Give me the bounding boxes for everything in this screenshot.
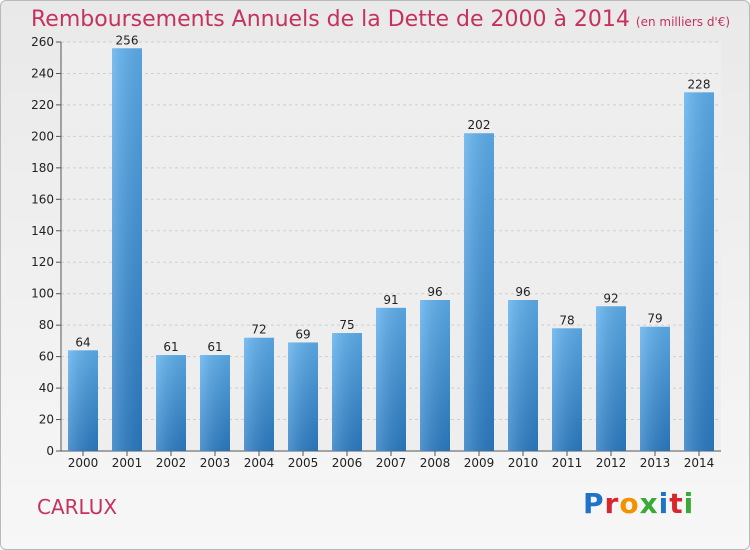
bar-shade-2012 [596, 306, 626, 451]
logo-letter: i [658, 487, 670, 520]
x-tick-label-2013: 2013 [640, 456, 671, 470]
bar-shade-2001 [112, 48, 142, 452]
y-tick-label: 40 [39, 381, 54, 395]
x-tick-label-2005: 2005 [288, 456, 319, 470]
label-layer: 64 256 61 61 72 69 75 91 96 202 96 78 92 79 228 [75, 33, 710, 354]
bar-shade-2002 [156, 355, 186, 451]
data-label-2000: 64 [75, 335, 90, 349]
bar-shade-2003 [200, 355, 230, 451]
x-tick-label-2010: 2010 [508, 456, 539, 470]
x-tick-label-2014: 2014 [684, 456, 715, 470]
bar-shade-2010 [508, 299, 538, 451]
data-label-2009: 202 [468, 118, 491, 132]
data-label-2002: 61 [163, 340, 178, 354]
x-tick-label-2000: 2000 [68, 456, 99, 470]
y-tick-label: 180 [31, 161, 54, 175]
data-label-2010: 96 [515, 285, 530, 299]
y-tick-label: 160 [31, 192, 54, 206]
x-tick-label-2011: 2011 [552, 456, 583, 470]
bar-shade-2006 [332, 333, 362, 451]
logo-letter: t [669, 487, 684, 520]
logo-letter: r [604, 487, 620, 520]
x-tick-label-2002: 2002 [156, 456, 187, 470]
y-tick-label: 220 [31, 98, 54, 112]
x-tick-label-2006: 2006 [332, 456, 363, 470]
bar-shade-2005 [288, 342, 318, 451]
city-name: CARLUX [37, 495, 118, 519]
axis-layer: 0 20 40 60 80 100 120 140 160 180 200 220 240 260 2000… [31, 35, 721, 470]
y-tick-label: 140 [31, 224, 54, 238]
data-label-2006: 75 [339, 318, 354, 332]
chart-subtitle: (en milliers d'€) [635, 15, 731, 29]
y-tick-label: 200 [31, 129, 54, 143]
bar-shade-2013 [640, 326, 670, 451]
y-tick-label: 240 [31, 66, 54, 80]
bar-shade-2009 [464, 133, 494, 451]
y-tick-label: 0 [46, 444, 54, 458]
data-label-2004: 72 [251, 323, 266, 337]
chart-title: Remboursements Annuels de la Dette de 20… [31, 7, 730, 32]
data-label-2005: 69 [295, 327, 310, 341]
data-label-2014: 228 [688, 77, 711, 91]
bar-shade-2000 [68, 350, 98, 451]
data-label-2008: 96 [427, 285, 442, 299]
bar-layer [68, 48, 714, 452]
logo-letter: x [639, 487, 659, 520]
bar-shade-2008 [420, 299, 450, 451]
x-tick-label-2003: 2003 [200, 456, 231, 470]
x-tick-label-2004: 2004 [244, 456, 275, 470]
x-tick-label-2008: 2008 [420, 456, 451, 470]
bar-shade-2004 [244, 337, 274, 451]
y-tick-label: 20 [39, 413, 54, 427]
y-tick-label: 260 [31, 35, 54, 49]
x-tick-label-2012: 2012 [596, 456, 627, 470]
bar-shade-2011 [552, 328, 582, 451]
y-tick-label: 60 [39, 350, 54, 364]
logo-letter: i [683, 487, 695, 520]
data-label-2012: 92 [603, 291, 618, 305]
data-label-2011: 78 [559, 313, 574, 327]
x-tick-label-2009: 2009 [464, 456, 495, 470]
y-tick-label: 100 [31, 287, 54, 301]
x-tick-label-2007: 2007 [376, 456, 407, 470]
proxiti-logo: Proxiti [583, 487, 694, 520]
data-label-2001: 256 [116, 33, 139, 47]
data-label-2003: 61 [207, 340, 222, 354]
bar-shade-2014 [684, 92, 714, 451]
logo-letter: o [619, 487, 640, 520]
y-tick-label: 80 [39, 318, 54, 332]
data-label-2007: 91 [383, 293, 398, 307]
x-tick-label-2001: 2001 [112, 456, 143, 470]
chart-title-text: Remboursements Annuels de la Dette de 20… [31, 7, 630, 32]
bar-shade-2007 [376, 307, 406, 451]
y-tick-label: 120 [31, 255, 54, 269]
data-label-2013: 79 [647, 312, 662, 326]
logo-letter: P [583, 487, 605, 520]
